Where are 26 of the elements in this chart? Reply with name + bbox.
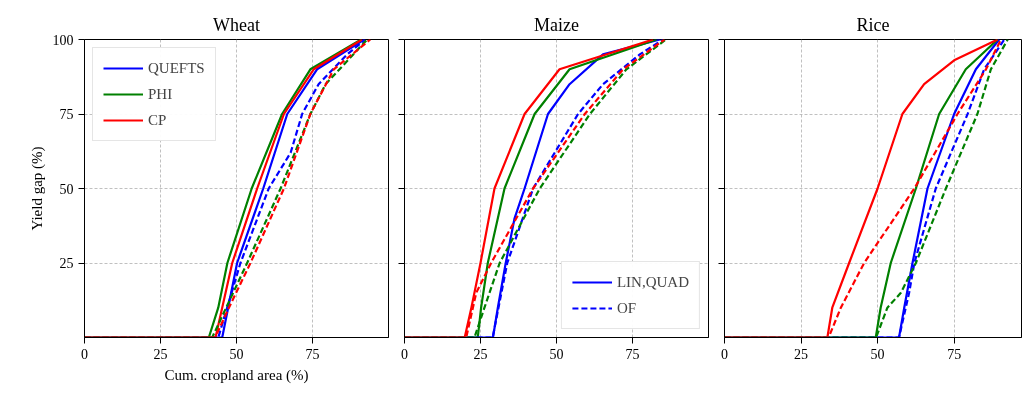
- legend-label: PHI: [148, 85, 173, 103]
- x-tick-label: 0: [721, 346, 728, 362]
- chart-title: Maize: [534, 14, 579, 35]
- legend-label: LIN,QUAD: [616, 273, 689, 291]
- y-tick-label: 50: [59, 181, 74, 197]
- x-tick-label: 75: [305, 346, 320, 362]
- x-tick-label: 25: [794, 346, 809, 362]
- x-tick-label: 0: [81, 346, 88, 362]
- x-axis-title: Cum. cropland area (%): [164, 366, 309, 384]
- legend-label: CP: [148, 111, 168, 129]
- chart-title: Wheat: [213, 14, 260, 35]
- x-tick-label: 25: [473, 346, 488, 362]
- chart-title: Rice: [856, 14, 890, 35]
- y-tick-label: 25: [59, 256, 74, 271]
- x-tick-label: 50: [549, 346, 564, 362]
- x-tick-label: 0: [401, 346, 408, 362]
- y-axis-title: Yield gap (%): [28, 146, 46, 231]
- x-tick-label: 75: [625, 346, 640, 362]
- x-tick-label: 25: [153, 346, 168, 362]
- x-tick-label: 75: [947, 346, 962, 362]
- legend-label: OF: [616, 299, 637, 317]
- legend-label: QUEFTS: [148, 59, 205, 77]
- x-tick-label: 50: [229, 346, 244, 362]
- y-tick-label: 100: [52, 32, 74, 48]
- x-tick-label: 50: [870, 346, 885, 362]
- y-tick-label: 75: [59, 107, 74, 122]
